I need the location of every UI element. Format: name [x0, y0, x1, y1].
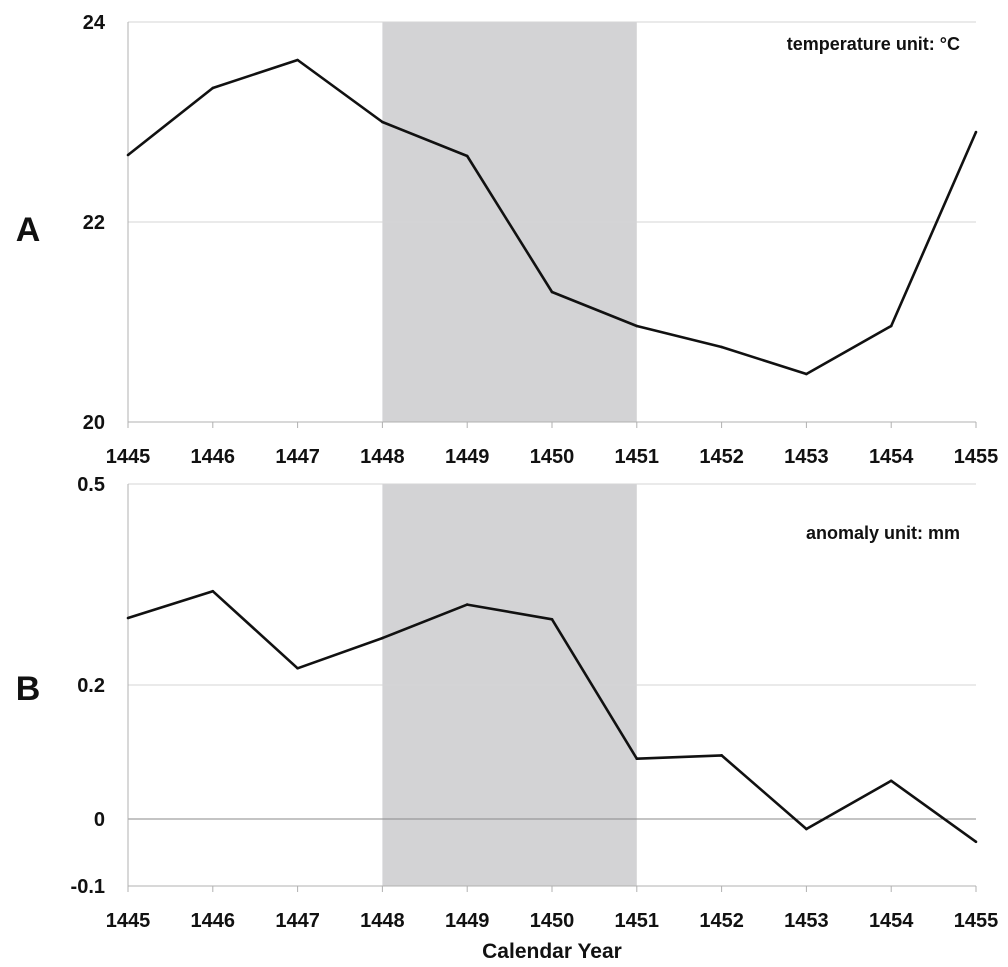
x-tick-label: 1453 [784, 910, 829, 932]
y-tick-label: 0 [94, 809, 105, 831]
data-point [296, 58, 299, 62]
data-point [805, 827, 808, 831]
data-point [889, 324, 893, 328]
x-tick-label: 1448 [360, 910, 405, 932]
data-point [126, 153, 130, 157]
data-point [211, 86, 215, 90]
x-tick-label: 1451 [615, 910, 660, 932]
x-tick-label: 1446 [191, 910, 236, 932]
x-tick-label: 1445 [106, 446, 151, 468]
x-tick-label: 1454 [869, 446, 914, 468]
y-tick-label: 22 [83, 212, 105, 234]
x-tick-label: 1455 [954, 910, 999, 932]
unit-annotation: anomaly unit: mm [806, 523, 960, 543]
y-tick-label: -0.1 [71, 876, 105, 898]
x-tick-label: 1449 [445, 910, 490, 932]
data-point [465, 603, 469, 606]
x-tick-label: 1454 [869, 910, 914, 932]
data-point [296, 666, 299, 670]
x-tick-label: 1452 [699, 910, 744, 932]
x-tick-label: 1447 [275, 446, 320, 468]
x-tick-label: 1446 [191, 446, 236, 468]
data-point [550, 290, 554, 294]
data-point [720, 754, 723, 757]
x-axis-title: Calendar Year [482, 940, 622, 963]
unit-annotation: temperature unit: °C [787, 34, 960, 54]
data-point [805, 372, 808, 376]
x-tick-label: 1452 [699, 446, 744, 468]
panel-b: -0.1 0 0.2 0.5 1445 1446 1447 1448 1449 1450 1451 1… [16, 474, 999, 963]
panel-label: B [16, 670, 41, 708]
panel-label: A [16, 211, 41, 249]
x-tick-label: 1451 [615, 446, 660, 468]
y-tick-label: 24 [83, 12, 106, 34]
x-tick-label: 1455 [954, 446, 999, 468]
x-tick-label: 1453 [784, 446, 829, 468]
data-point [635, 757, 639, 760]
panel-a: 20 22 24 1445 1446 1447 1448 1449 1450 1451 1452 14… [16, 12, 999, 468]
y-tick-label: 0.5 [77, 474, 105, 496]
data-point [211, 589, 215, 593]
x-tick-label: 1445 [106, 910, 151, 932]
data-point [974, 130, 978, 134]
y-tick-label: 0.2 [77, 675, 105, 697]
x-tick-label: 1447 [275, 910, 320, 932]
x-tick-label: 1450 [530, 910, 575, 932]
x-tick-label: 1448 [360, 446, 405, 468]
x-tick-label: 1450 [530, 446, 575, 468]
data-point [720, 345, 723, 349]
data-point [635, 324, 639, 328]
data-point [126, 616, 130, 620]
data-point [889, 779, 893, 783]
data-point [550, 618, 554, 621]
data-point [381, 636, 384, 640]
data-point [381, 120, 384, 124]
data-point [465, 154, 469, 158]
y-tick-label: 20 [83, 412, 105, 434]
data-point [974, 840, 978, 844]
x-tick-label: 1449 [445, 446, 490, 468]
